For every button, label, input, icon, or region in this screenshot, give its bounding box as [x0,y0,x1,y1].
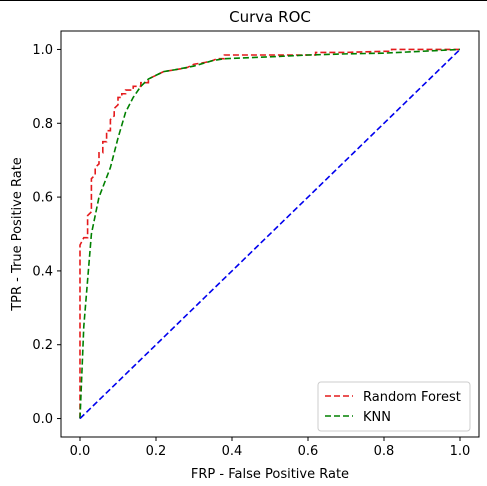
y-tick-label: 0.6 [32,191,53,206]
top-border-line [0,0,487,1]
y-tick-label: 0.4 [32,264,53,279]
y-tick-label: 0.8 [32,117,53,132]
diagonal-reference-line [79,48,461,420]
x-tick-label: 0.4 [222,444,243,459]
plot-frame [60,30,480,438]
axis-ticks: 0.0 0.2 0.4 0.6 0.8 1.0 0.0 0.2 0.4 0.6 0.8 1.0 [32,43,470,459]
y-tick-label: 0.0 [32,412,53,427]
x-tick-label: 0.2 [146,444,167,459]
legend: Random Forest KNN [317,381,471,432]
knn-line [79,48,461,419]
x-tick-label: 0.6 [298,444,319,459]
y-tick-label: 0.2 [32,338,53,353]
legend-label-knn: KNN [363,410,391,425]
legend-box [317,381,471,432]
y-tick-label: 1.0 [32,43,53,58]
x-tick-label: 1.0 [450,444,471,459]
chart-title: Curva ROC [229,8,311,26]
legend-label-random-forest: Random Forest [363,390,461,405]
series-lines [79,48,461,420]
x-tick-label: 0.0 [70,444,91,459]
random-forest-line [79,48,460,419]
x-tick-label: 0.8 [374,444,395,459]
y-axis-label: TPR - True Positive Rate [10,157,25,312]
x-axis-label: FRP - False Positive Rate [191,467,349,482]
